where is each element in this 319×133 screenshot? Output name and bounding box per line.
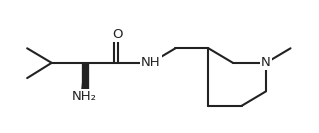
Text: NH₂: NH₂ bbox=[72, 90, 97, 103]
Text: N: N bbox=[261, 56, 271, 69]
Polygon shape bbox=[82, 63, 88, 91]
Text: O: O bbox=[113, 28, 123, 41]
Text: NH: NH bbox=[141, 56, 161, 69]
